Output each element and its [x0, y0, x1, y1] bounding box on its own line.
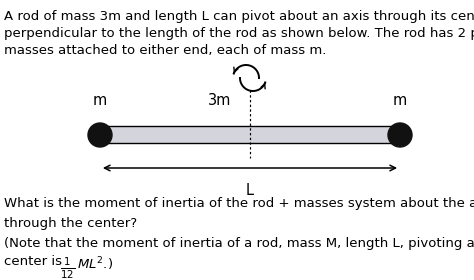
Text: m: m	[393, 93, 407, 108]
Text: masses attached to either end, each of mass m.: masses attached to either end, each of m…	[4, 44, 327, 57]
Text: L: L	[246, 183, 254, 198]
FancyBboxPatch shape	[99, 127, 401, 143]
Text: A rod of mass 3m and length L can pivot about an axis through its center and: A rod of mass 3m and length L can pivot …	[4, 10, 474, 23]
Text: $\frac{1}{12}$: $\frac{1}{12}$	[60, 256, 75, 280]
Text: 3m: 3m	[208, 93, 232, 108]
Circle shape	[88, 123, 112, 147]
Text: center is: center is	[4, 255, 66, 268]
Text: perpendicular to the length of the rod as shown below. The rod has 2 point: perpendicular to the length of the rod a…	[4, 27, 474, 40]
Text: $ML^{2}$.): $ML^{2}$.)	[77, 255, 113, 273]
Circle shape	[388, 123, 412, 147]
Text: m: m	[93, 93, 107, 108]
Text: What is the moment of inertia of the rod + masses system about the axis: What is the moment of inertia of the rod…	[4, 197, 474, 210]
Text: through the center?: through the center?	[4, 217, 137, 230]
Text: (Note that the moment of inertia of a rod, mass M, length L, pivoting about its: (Note that the moment of inertia of a ro…	[4, 237, 474, 250]
